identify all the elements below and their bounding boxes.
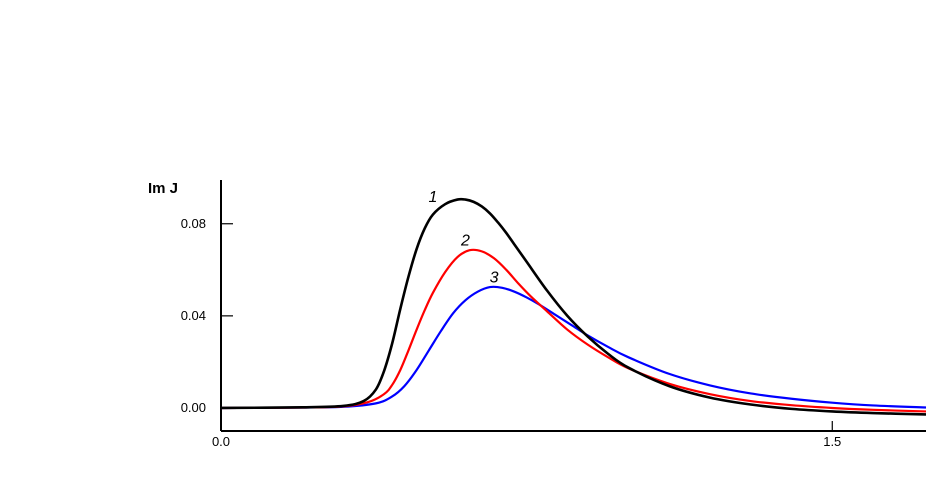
curve-label-2: 2 xyxy=(460,233,470,250)
curve-label-1: 1 xyxy=(428,189,437,206)
x-tick-label-0: 0.0 xyxy=(212,434,230,449)
y-axis-label: Im J xyxy=(148,180,178,197)
series-line-2 xyxy=(220,248,926,413)
series-line-1 xyxy=(220,197,926,416)
y-tick-label-2: 0.08 xyxy=(181,216,206,231)
y-tick-label-0: 0.00 xyxy=(181,400,206,415)
y-tick-label-1: 0.04 xyxy=(181,308,206,323)
series-group xyxy=(220,197,926,416)
curve-label-3: 3 xyxy=(490,269,499,286)
annotations-group: 1 2 3 xyxy=(428,189,498,287)
ticks-group: 0.00 0.04 0.08 0.0 1.5 xyxy=(181,216,842,449)
x-tick-label-1: 1.5 xyxy=(823,434,841,449)
series-line-3 xyxy=(220,285,926,410)
